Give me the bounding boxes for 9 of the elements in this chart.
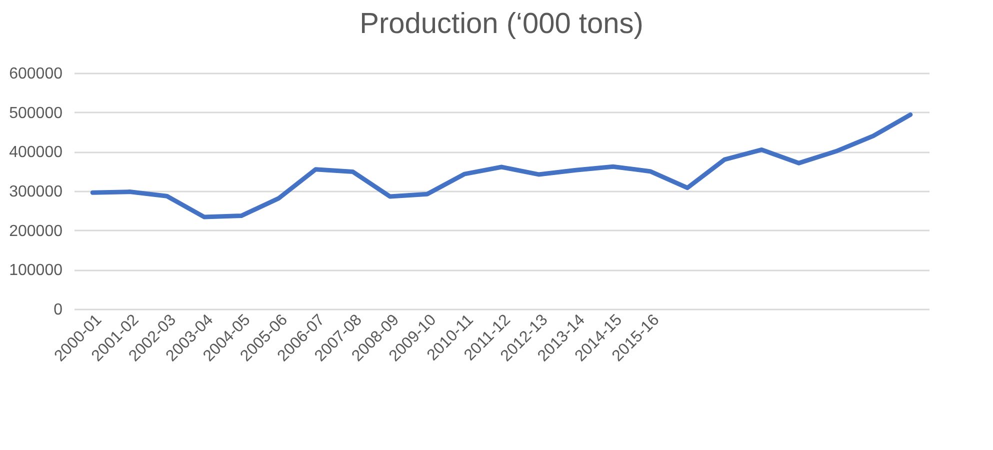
y-tick-label: 100000 (9, 262, 63, 280)
y-tick-label: 600000 (9, 66, 63, 82)
line-series (90, 112, 913, 220)
y-tick-label: 300000 (9, 184, 63, 200)
y-tick-label: 200000 (9, 222, 63, 240)
y-tick-label: 0 (54, 302, 63, 318)
y-tick-label: 400000 (9, 144, 63, 162)
chart-title: Production (‘000 tons) (360, 8, 644, 40)
y-tick-label: 500000 (9, 104, 63, 122)
